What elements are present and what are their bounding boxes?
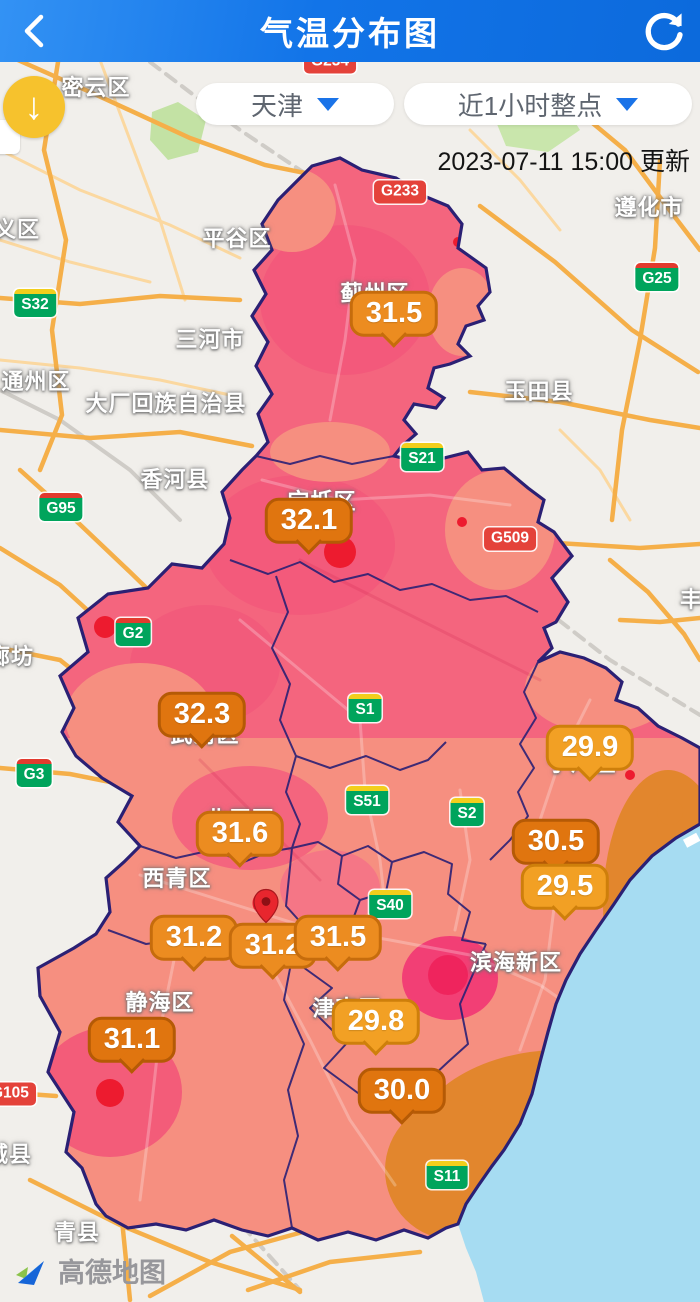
temp-badge[interactable]: 29.5 bbox=[520, 863, 610, 922]
temp-value: 31.5 bbox=[365, 296, 423, 329]
temp-value: 31.6 bbox=[211, 816, 269, 849]
temp-badge[interactable]: 32.1 bbox=[264, 497, 354, 556]
temp-value: 32.3 bbox=[173, 697, 231, 730]
road-badge: S21 bbox=[401, 443, 443, 471]
road-badge: G25 bbox=[635, 263, 679, 291]
city-dropdown[interactable]: 天津 bbox=[196, 83, 394, 125]
harbor-strip bbox=[682, 832, 700, 848]
place-label: 西青区 bbox=[142, 866, 212, 891]
amap-logo-icon bbox=[16, 1260, 44, 1285]
pin-icon bbox=[253, 888, 279, 924]
temp-badge[interactable]: 30.0 bbox=[357, 1067, 447, 1126]
map-attribution-text: 高德地图 bbox=[58, 1258, 166, 1288]
download-arrow-icon: ↓ bbox=[24, 85, 44, 128]
place-label: 香河县 bbox=[140, 467, 210, 492]
back-icon bbox=[24, 14, 44, 48]
road-badge: G3 bbox=[16, 759, 52, 787]
place-label: 义区 bbox=[0, 217, 41, 242]
chevron-down-icon bbox=[616, 97, 639, 111]
place-label: 城县 bbox=[0, 1142, 33, 1167]
place-label: 大厂回族自治县 bbox=[85, 391, 247, 416]
road-badge: S2 bbox=[450, 798, 484, 826]
temp-value: 31.2 bbox=[244, 928, 302, 961]
app-header: 气温分布图 bbox=[0, 0, 700, 62]
place-label: 密云区 bbox=[61, 75, 131, 100]
temp-badge[interactable]: 29.9 bbox=[545, 724, 635, 783]
place-label: 滨海新区 bbox=[469, 950, 563, 975]
road-badge: G2 bbox=[115, 618, 151, 646]
road-badge: S40 bbox=[369, 890, 411, 918]
place-label: 玉田县 bbox=[504, 379, 574, 404]
temp-value: 30.0 bbox=[373, 1073, 431, 1106]
place-label: 三河市 bbox=[175, 327, 245, 352]
temp-value: 29.5 bbox=[536, 869, 594, 902]
city-dropdown-value: 天津 bbox=[250, 90, 303, 121]
update-timestamp: 2023-07-11 15:00 更新 bbox=[437, 148, 690, 176]
place-label: 平谷区 bbox=[202, 226, 272, 251]
refresh-button[interactable] bbox=[641, 8, 688, 55]
temp-badge[interactable]: 29.8 bbox=[331, 998, 421, 1057]
location-pin[interactable] bbox=[252, 888, 280, 929]
place-label: 遵化市 bbox=[614, 195, 684, 220]
page-title: 气温分布图 bbox=[260, 15, 440, 52]
place-label: 廊坊 bbox=[0, 644, 35, 669]
road-badge: S1 bbox=[348, 694, 382, 722]
road-badge: G233 bbox=[374, 180, 426, 204]
temp-value: 30.5 bbox=[527, 824, 585, 857]
time-range-dropdown[interactable]: 近1小时整点 bbox=[404, 83, 692, 125]
road-badge: G95 bbox=[39, 493, 83, 521]
place-label: 通州区 bbox=[1, 369, 71, 394]
temp-badge[interactable]: 30.5 bbox=[511, 818, 601, 877]
temp-badge[interactable]: 31.5 bbox=[293, 914, 383, 973]
temp-value: 29.9 bbox=[561, 730, 619, 763]
temp-badge[interactable]: 31.2 bbox=[149, 914, 239, 973]
road-badge: S51 bbox=[346, 786, 388, 814]
road-badge: G509 bbox=[484, 527, 536, 551]
temp-value: 29.8 bbox=[347, 1004, 405, 1037]
map-attribution: 高德地图 bbox=[14, 1251, 166, 1290]
place-label: 丰 bbox=[680, 587, 700, 612]
road-badge: S32 bbox=[14, 289, 56, 317]
road-badge: S11 bbox=[426, 1161, 468, 1189]
sea bbox=[458, 824, 700, 1302]
temp-value: 31.2 bbox=[165, 920, 223, 953]
temp-value: 32.1 bbox=[280, 503, 338, 536]
chevron-down-icon bbox=[317, 97, 339, 111]
place-label: 青县 bbox=[53, 1220, 101, 1245]
temp-badge[interactable]: 31.5 bbox=[349, 290, 439, 349]
temp-badge[interactable]: 32.3 bbox=[157, 691, 247, 750]
temp-badge[interactable]: 31.6 bbox=[195, 810, 285, 869]
temp-value: 31.5 bbox=[309, 920, 367, 953]
temp-value: 31.1 bbox=[103, 1022, 161, 1055]
time-range-dropdown-value: 近1小时整点 bbox=[457, 90, 603, 121]
road-badge: G105 bbox=[0, 1082, 36, 1106]
refresh-icon bbox=[645, 12, 683, 51]
back-button[interactable] bbox=[14, 9, 58, 53]
place-label: 静海区 bbox=[125, 990, 195, 1015]
temp-badge[interactable]: 31.1 bbox=[87, 1016, 177, 1075]
download-button[interactable]: ↓ bbox=[3, 76, 65, 138]
